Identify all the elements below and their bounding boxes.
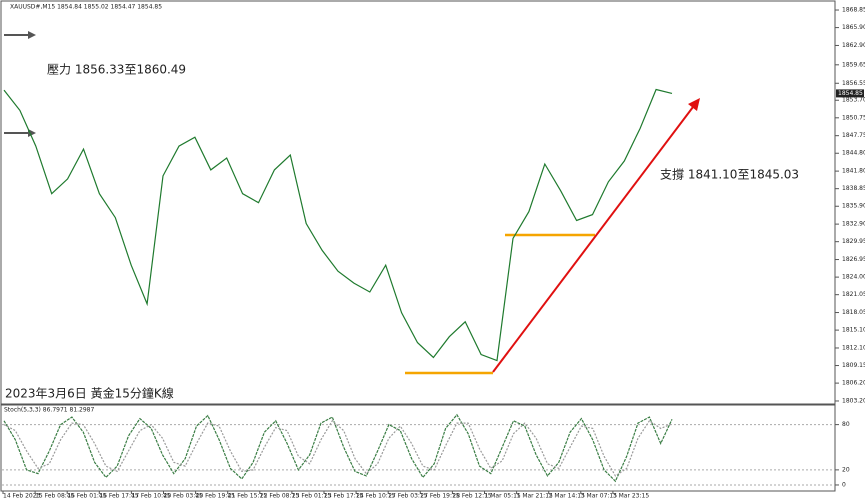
y-tick-label: 1835.90 [842,203,865,210]
y-tick-label: 1803.20 [842,397,865,404]
x-tick-label: 28 Feb 12:15 [452,493,492,500]
x-tick-label: 27 Feb 03:15 [388,493,428,500]
data-line [3,413,673,483]
x-tick-label: 14 Feb 2023 [3,493,41,500]
stoch-panel [0,404,836,492]
arrow-head [688,98,700,111]
y-tick-label: 1818.05 [842,309,865,316]
marker-arrow-head [28,129,36,137]
chart-header: XAUUSD#,M15 1854.84 1855.02 1854.47 1854… [10,4,162,11]
x-tick-label: 20 Feb 03:45 [164,493,204,500]
x-tick-label: 17 Feb 10:45 [131,493,171,500]
y-tick-label: 1844.80 [842,150,865,157]
x-tick-label: 3 Mar 07:15 [581,493,617,500]
y-tick-label: 1812.10 [842,344,865,351]
x-tick-label: 1 Mar 05:15 [485,493,521,500]
y-tick-label: 1856.55 [842,80,865,87]
x-tick-label: 22 Feb 08:15 [260,493,300,500]
y-tick-label: 1806.20 [842,380,865,387]
y-tick-label: 1853.70 [842,97,865,104]
y-tick-label: 1841.80 [842,168,865,175]
x-tick-label: 3 Mar 23:15 [613,493,649,500]
annotation: 2023年3月6日 黃金15分鐘K線 [5,386,174,401]
x-tick-label: 15 Feb 08:45 [35,493,75,500]
data-line [3,419,673,477]
y-tick-label: 0 [842,481,846,488]
y-tick-label: 1850.75 [842,114,865,121]
y-tick-label: 1829.95 [842,238,865,245]
y-tick-label: 1832.90 [842,221,865,228]
y-tick-label: 1847.75 [842,132,865,139]
y-tick-label: 1824.00 [842,274,865,281]
y-tick-label: 1838.85 [842,185,865,192]
y-tick-label: 1862.90 [842,42,865,49]
y-tick-label: 20 [842,466,850,473]
y-tick-label: 1815.10 [842,327,865,334]
x-tick-label: 1 Mar 21:15 [517,493,553,500]
data-line [3,88,673,362]
x-tick-label: 23 Feb 01:15 [292,493,332,500]
y-tick-label: 1865.90 [842,24,865,31]
last-price-box [836,89,864,98]
y-tick-label: 1868.85 [842,7,865,14]
x-tick-label: 24 Feb 10:15 [356,493,396,500]
y-tick-label: 1809.15 [842,362,865,369]
marker-arrow-head [28,31,36,39]
y-tick-label: 80 [842,421,850,428]
y-tick-label: 1826.95 [842,256,865,263]
annotation: 支撐 1841.10至1845.03 [660,168,799,182]
last-price-label: 1854.85 [838,90,863,97]
x-tick-label: 16 Feb 01:45 [67,493,107,500]
trend-arrow [492,106,694,373]
y-tick-label: 1859.65 [842,61,865,68]
x-tick-label: 20 Feb 19:45 [196,493,236,500]
y-tick-label: 1821.05 [842,291,865,298]
annotation: 壓力 1856.33至1860.49 [47,63,186,77]
x-tick-label: 21 Feb 15:15 [228,493,268,500]
x-tick-label: 16 Feb 17:45 [99,493,139,500]
x-tick-label: 2 Mar 14:15 [549,493,585,500]
x-tick-label: 27 Feb 19:15 [420,493,460,500]
price-panel [0,0,836,405]
stoch-label: Stoch(5,3,3) 86.7971 81.2987 [4,407,95,414]
x-tick-label: 23 Feb 17:15 [324,493,364,500]
